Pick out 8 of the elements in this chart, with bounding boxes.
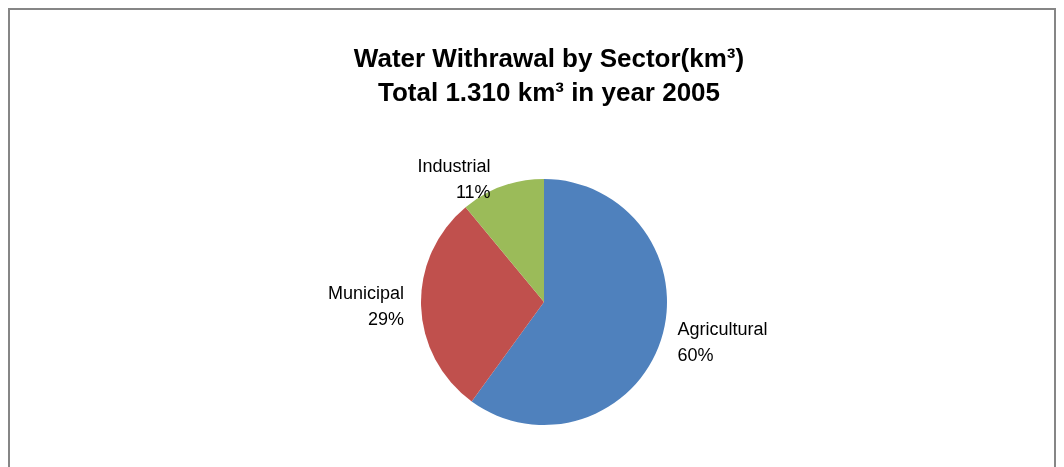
data-label: 11% bbox=[455, 181, 491, 202]
chart-subtitle: Total 1.310 km³ in year 2005 bbox=[377, 77, 721, 107]
data-label: 29% bbox=[368, 309, 405, 330]
slice-label: Agricultural bbox=[677, 319, 768, 340]
chart-title: Water Withrawal by Sector(km³) bbox=[353, 43, 745, 73]
data-label: 60% bbox=[677, 345, 714, 366]
slice-label: Municipal bbox=[328, 283, 405, 304]
slice-label: Industrial bbox=[417, 155, 491, 176]
